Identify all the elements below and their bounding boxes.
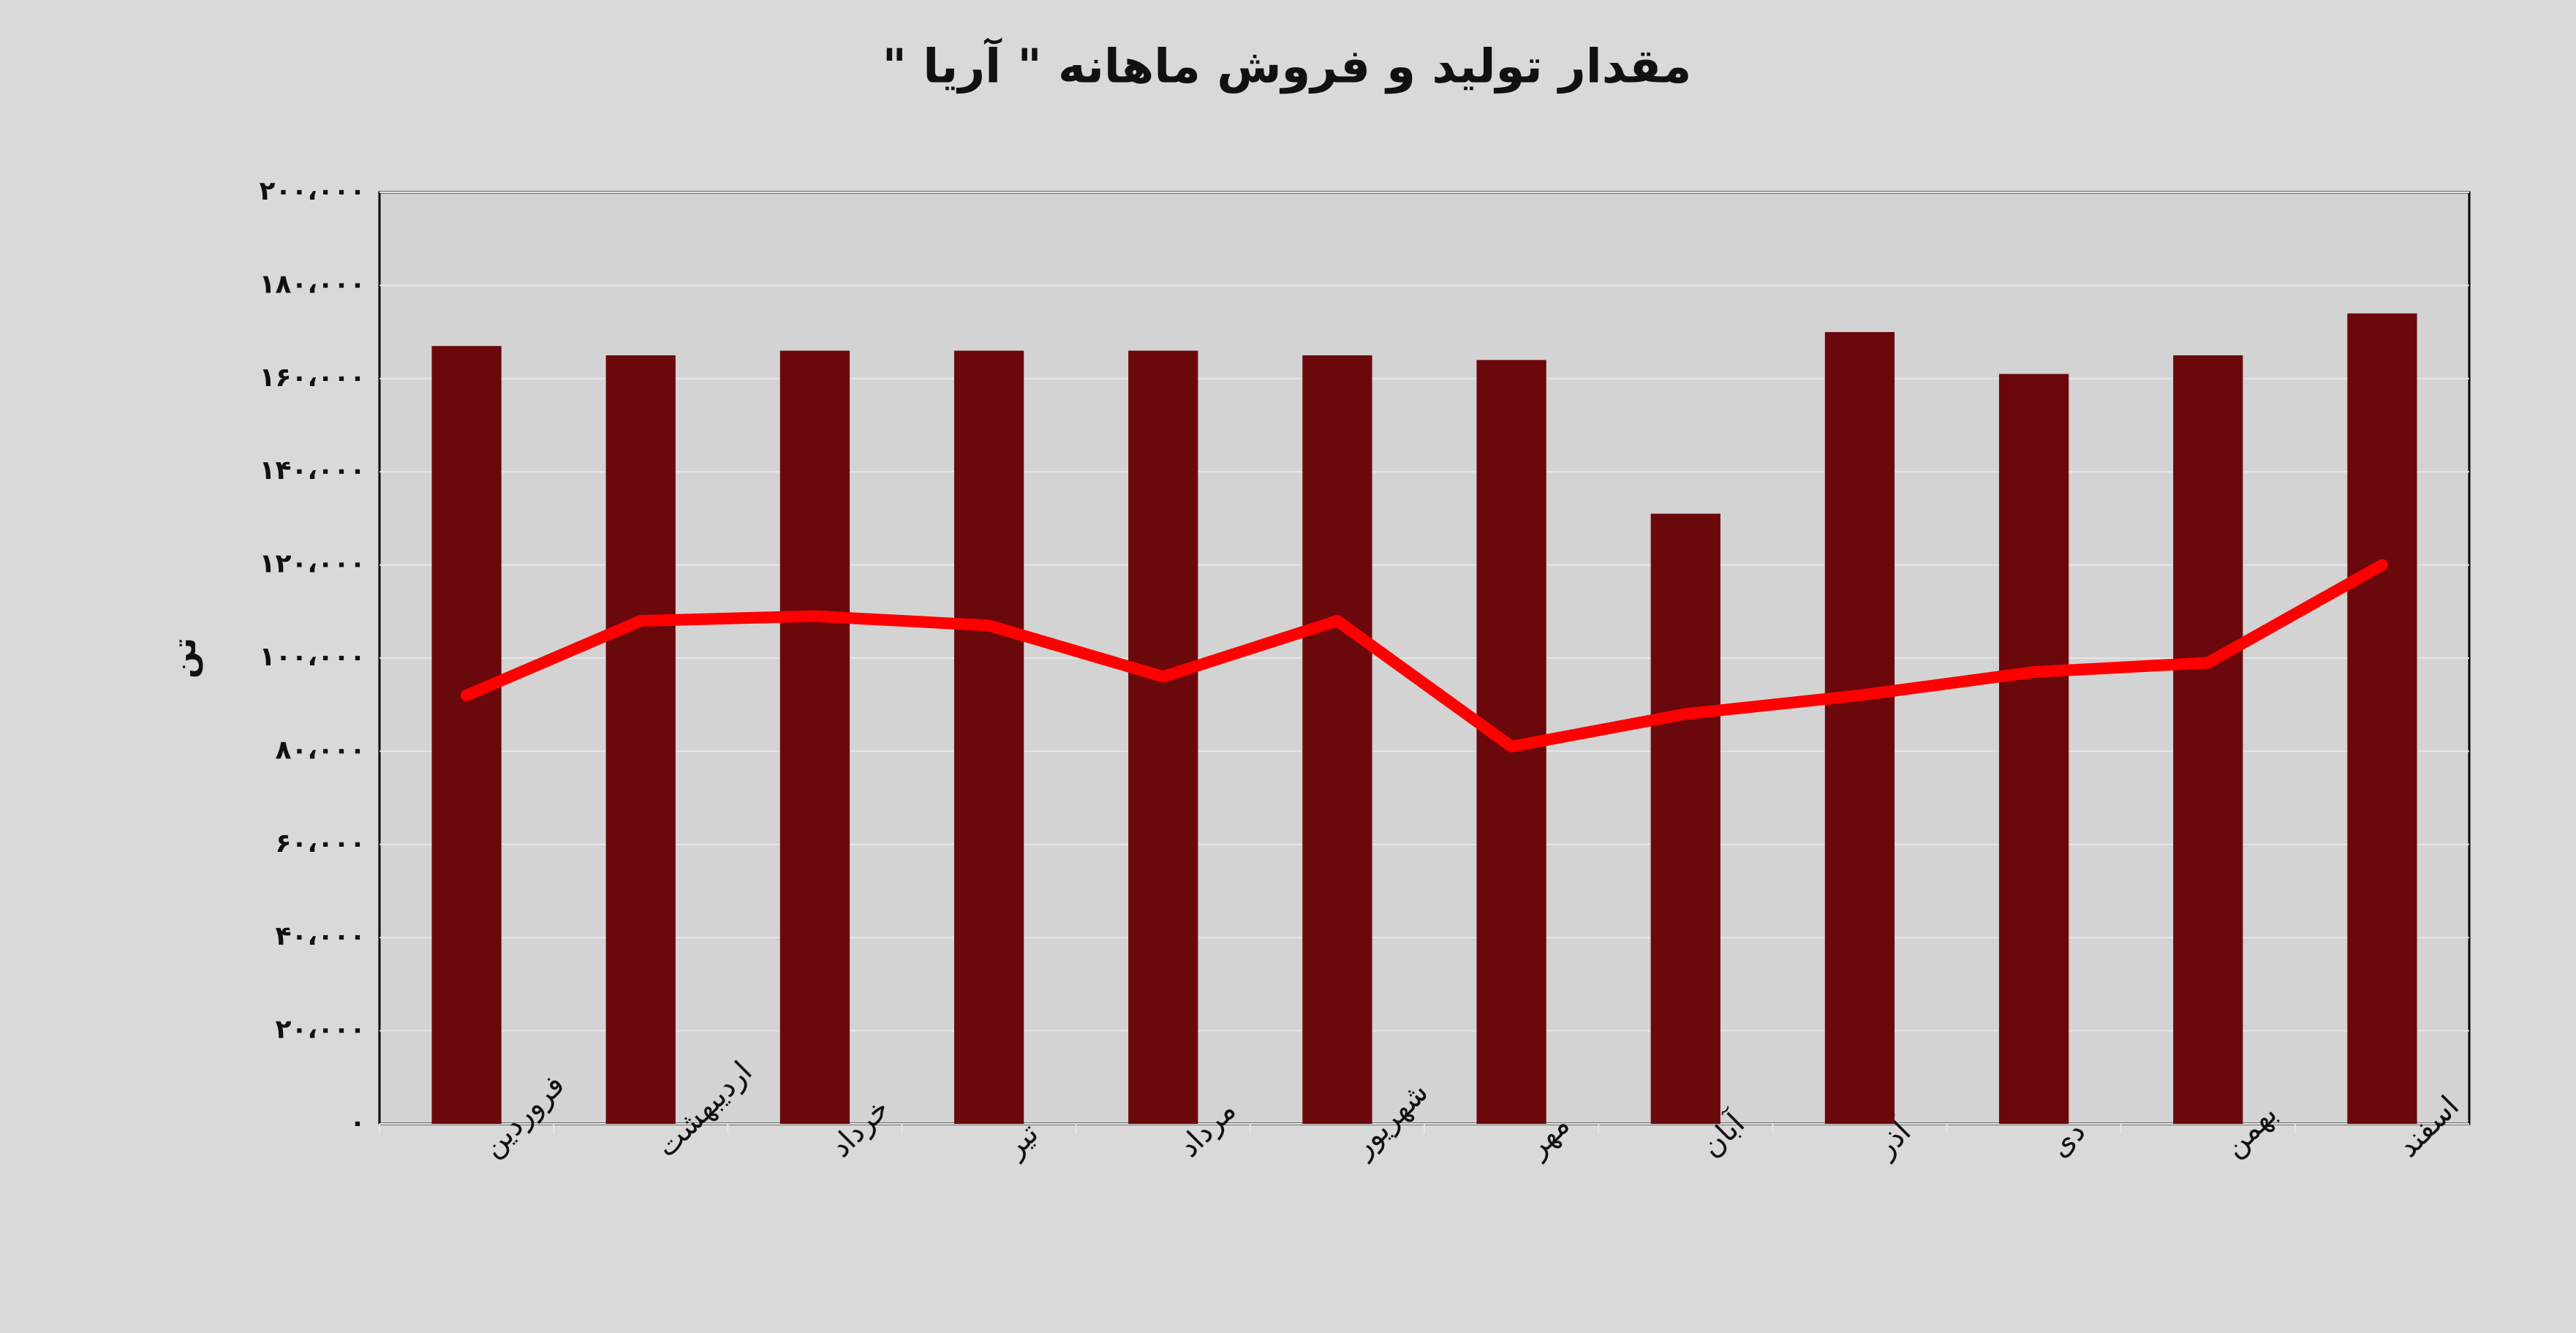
y-tick-label: ۱۲۰،۰۰۰ — [259, 549, 366, 579]
bar — [1128, 350, 1198, 1125]
y-tick-label: ۱۴۰،۰۰۰ — [259, 456, 366, 486]
y-tick-label: ۱۰۰،۰۰۰ — [259, 642, 366, 672]
chart-title: مقدار تولید و فروش ماهانه " آریا " — [883, 37, 1692, 94]
y-axis-label: تن — [166, 638, 203, 679]
y-tick-label: ۱۶۰،۰۰۰ — [259, 363, 366, 393]
line — [461, 559, 2388, 753]
bar — [1998, 374, 2069, 1125]
y-tick-label: ۲۰،۰۰۰ — [275, 1015, 366, 1045]
y-tick-label: ۲۰۰،۰۰۰ — [259, 176, 366, 206]
y-tick-label: ۰ — [350, 1108, 366, 1138]
bar — [1302, 355, 1372, 1125]
bar — [1824, 332, 1895, 1125]
y-tick-label: ۸۰،۰۰۰ — [275, 735, 366, 765]
bar — [431, 346, 502, 1125]
bar — [1650, 513, 1721, 1124]
y-tick-label: ۶۰،۰۰۰ — [275, 828, 366, 858]
bar — [2347, 313, 2417, 1124]
bar — [2173, 355, 2243, 1125]
bar — [779, 350, 850, 1125]
bar — [953, 350, 1024, 1125]
y-tick-label: ۱۸۰،۰۰۰ — [259, 269, 366, 299]
y-tick-label: ۴۰،۰۰۰ — [275, 921, 366, 951]
bar — [605, 355, 676, 1125]
